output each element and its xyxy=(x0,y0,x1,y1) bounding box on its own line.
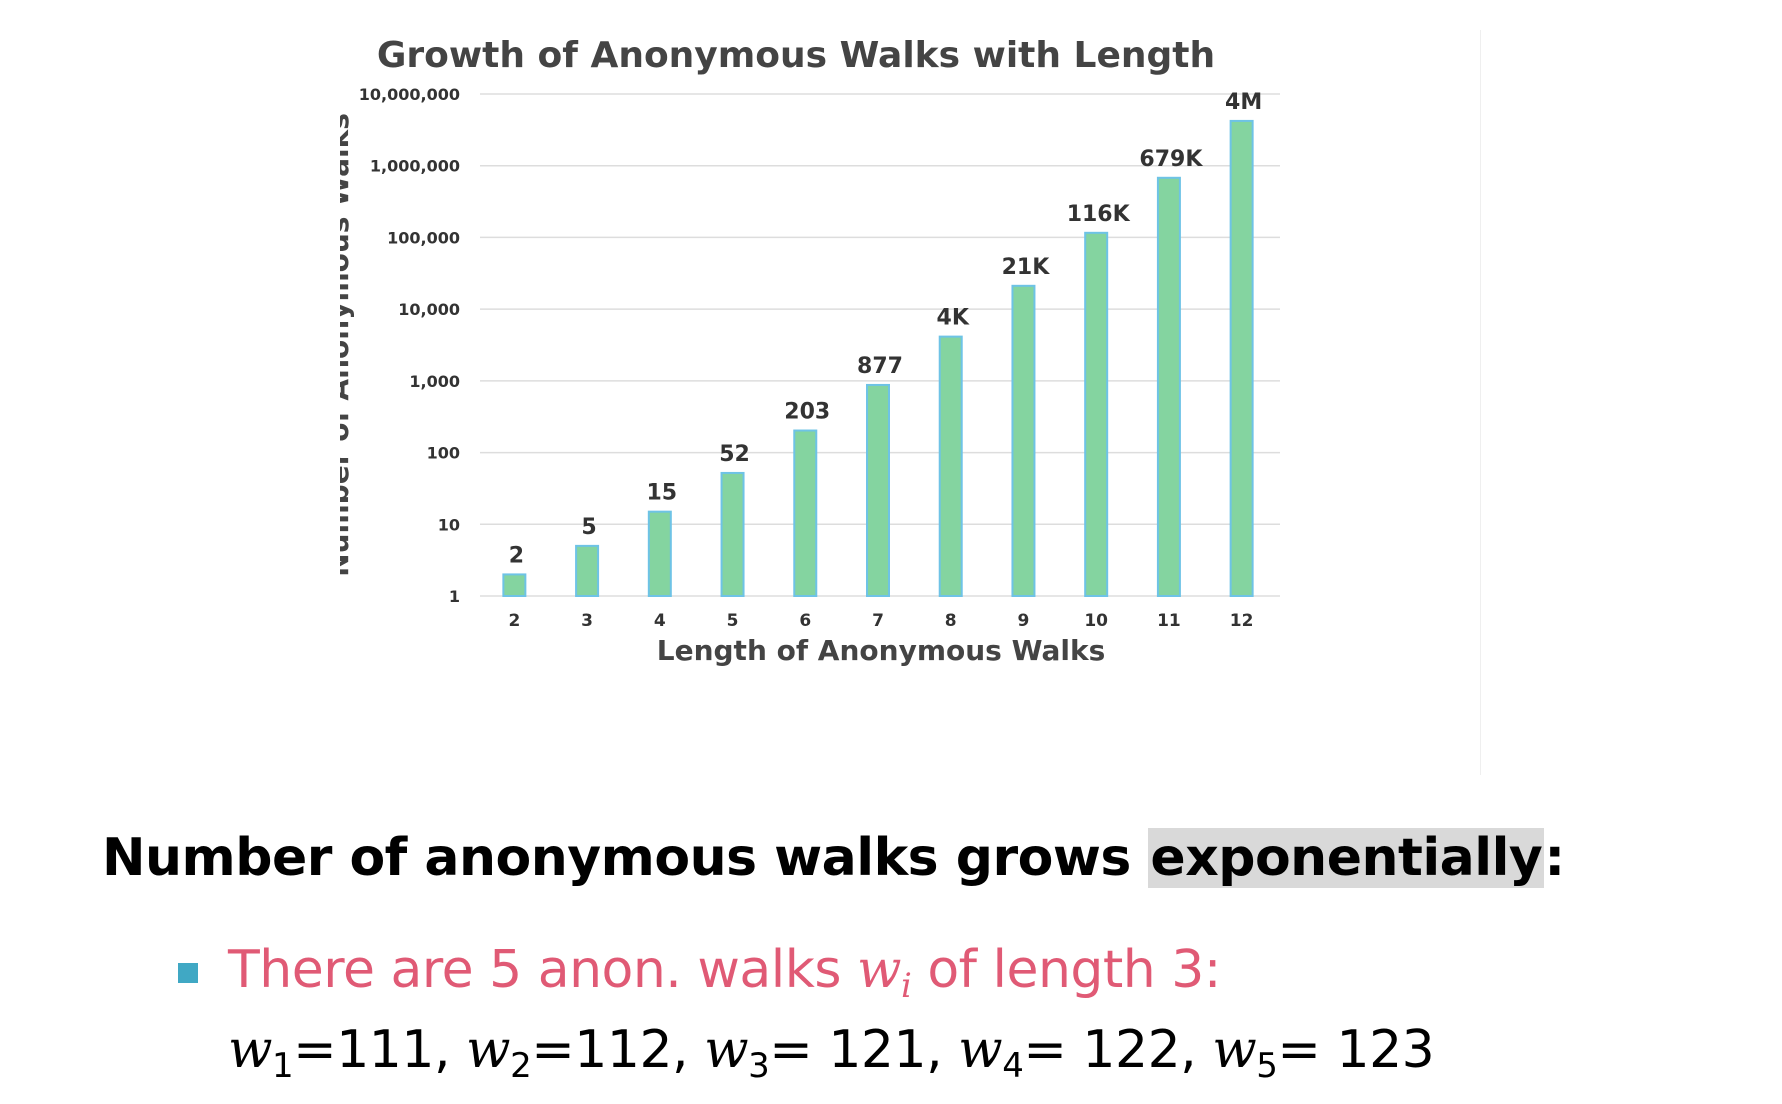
bar-chart: Growth of Anonymous Walks with Length 11… xyxy=(340,35,1280,667)
walk-symbol: w xyxy=(228,1020,273,1080)
bullet-var-sub: i xyxy=(900,966,912,1006)
bar xyxy=(647,510,672,597)
y-axis-label: Number of Anonymous Walks xyxy=(340,113,355,577)
bar xyxy=(866,383,890,597)
bar xyxy=(938,335,963,597)
headline-highlight: exponentially xyxy=(1148,828,1545,888)
walk-index: 1 xyxy=(272,1046,294,1086)
x-tick-label: 5 xyxy=(727,611,739,631)
x-tick-label: 11 xyxy=(1157,611,1181,631)
walk-symbol: w xyxy=(958,1020,1003,1080)
y-tick-label: 1,000,000 xyxy=(370,157,460,176)
bar xyxy=(1011,284,1036,597)
x-axis-ticks: 2 3 4 5 6 7 8 9 10 11 12 xyxy=(508,611,1253,631)
y-tick-label: 10,000,000 xyxy=(359,85,460,104)
walks-list: w1=111, w2=112, w3= 121, w4= 122, w5= 12… xyxy=(228,1020,1435,1086)
walk-index: 3 xyxy=(748,1046,770,1086)
bullet-var: w xyxy=(856,940,902,1000)
y-tick-label: 1 xyxy=(449,587,460,606)
bar xyxy=(1229,119,1254,597)
y-tick-label: 100 xyxy=(427,444,460,463)
bullet-text-suffix: of length 3: xyxy=(911,940,1221,1000)
data-label: 203 xyxy=(784,400,830,425)
bar xyxy=(1084,231,1109,598)
chart-title: Growth of Anonymous Walks with Length xyxy=(377,35,1215,76)
x-tick-label: 7 xyxy=(872,611,884,631)
bar xyxy=(1156,176,1181,597)
bullet-item: There are 5 anon. walks wi of length 3: xyxy=(228,940,1221,1006)
data-label: 5 xyxy=(581,515,596,540)
data-label: 116K xyxy=(1067,202,1131,227)
x-tick-label: 2 xyxy=(508,611,520,631)
data-labels: 2 5 15 52 203 877 4K 21K 116K 679K 4M xyxy=(509,90,1263,568)
walk-index: 2 xyxy=(510,1046,532,1086)
y-tick-label: 1,000 xyxy=(409,372,460,391)
headline-text: Number of anonymous walks grows xyxy=(102,828,1149,888)
x-tick-label: 8 xyxy=(945,611,957,631)
bullet-text-prefix: There are 5 anon. walks xyxy=(228,940,857,1000)
bar xyxy=(793,429,818,597)
bar xyxy=(502,573,527,598)
data-label: 15 xyxy=(647,481,678,506)
x-tick-label: 3 xyxy=(581,611,593,631)
data-label: 4K xyxy=(937,306,970,331)
x-tick-label: 4 xyxy=(654,611,666,631)
y-tick-label: 100,000 xyxy=(387,228,460,247)
walk-index: 5 xyxy=(1256,1046,1278,1086)
walk-value: = 121, xyxy=(769,1020,959,1080)
data-label: 52 xyxy=(719,442,750,467)
bars xyxy=(502,119,1254,598)
x-tick-label: 10 xyxy=(1084,611,1108,631)
y-axis-ticks: 1 10 100 1,000 10,000 100,000 1,000,000 10,000,… xyxy=(359,85,460,606)
walk-value: =111, xyxy=(293,1020,467,1080)
walk-value: = 123 xyxy=(1277,1020,1435,1080)
walk-value: = 122, xyxy=(1023,1020,1213,1080)
x-tick-label: 6 xyxy=(799,611,811,631)
data-label: 877 xyxy=(857,354,903,379)
x-tick-label: 9 xyxy=(1018,611,1030,631)
walk-index: 4 xyxy=(1002,1046,1024,1086)
y-tick-label: 10,000 xyxy=(398,300,460,319)
data-label: 21K xyxy=(1002,255,1051,280)
y-tick-label: 10 xyxy=(438,515,460,534)
bar xyxy=(575,544,600,597)
walk-value: =112, xyxy=(531,1020,705,1080)
bar xyxy=(720,471,745,597)
data-label: 4M xyxy=(1225,90,1262,115)
bullet-marker-icon xyxy=(178,963,198,983)
headline-colon: : xyxy=(1544,828,1565,888)
walk-symbol: w xyxy=(466,1020,511,1080)
data-label: 679K xyxy=(1139,147,1203,172)
slide-headline: Number of anonymous walks grows exponent… xyxy=(102,828,1565,888)
data-label: 2 xyxy=(509,543,524,568)
x-axis-label: Length of Anonymous Walks xyxy=(657,634,1106,667)
walk-symbol: w xyxy=(1212,1020,1257,1080)
x-tick-label: 12 xyxy=(1230,611,1254,631)
walk-symbol: w xyxy=(704,1020,749,1080)
